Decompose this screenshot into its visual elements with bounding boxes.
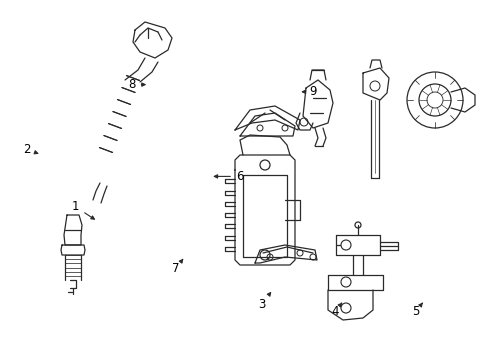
Text: 9: 9 <box>302 85 316 98</box>
Text: 8: 8 <box>128 78 145 91</box>
Text: 5: 5 <box>411 303 422 318</box>
Text: 2: 2 <box>23 143 38 156</box>
Text: 1: 1 <box>72 201 94 219</box>
Text: 3: 3 <box>257 293 270 311</box>
Text: 7: 7 <box>172 259 183 275</box>
Text: 6: 6 <box>214 170 243 183</box>
Text: 4: 4 <box>330 303 341 318</box>
